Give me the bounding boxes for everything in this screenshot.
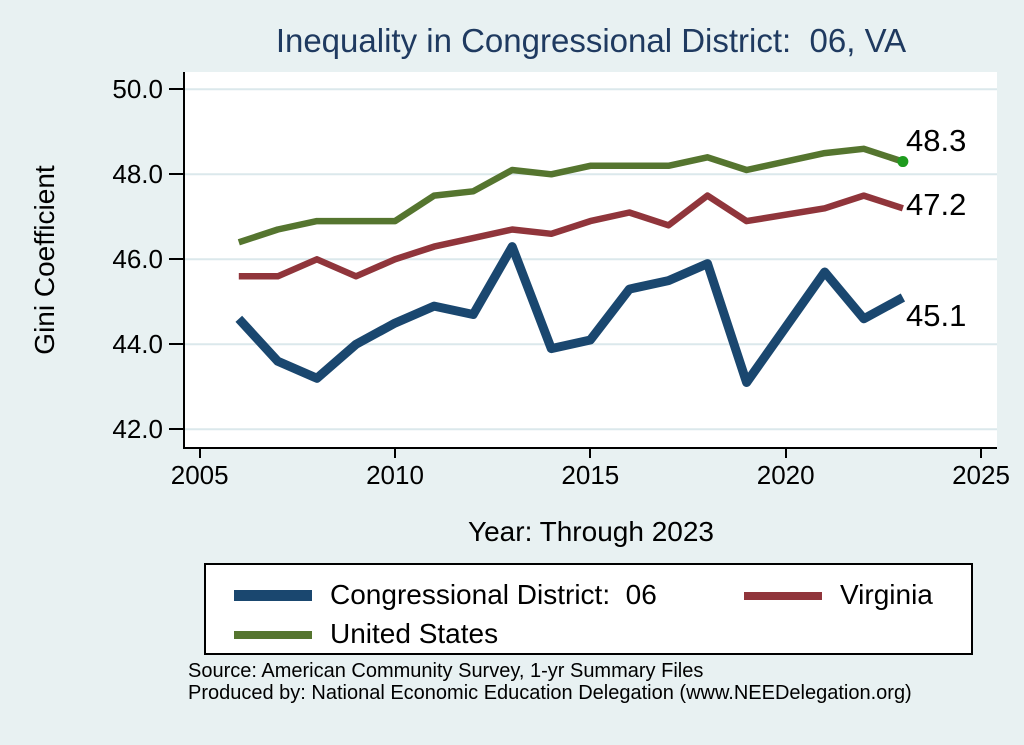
legend-swatch-united-states (234, 631, 312, 639)
legend-swatch-district (234, 590, 312, 601)
series-end-value-label: 45.1 (906, 297, 967, 333)
plot-area (183, 72, 997, 449)
x-tick-label: 2010 (366, 460, 424, 490)
x-axis-title: Year: Through 2023 (468, 516, 714, 547)
y-tick-mark (169, 173, 183, 176)
legend-swatch-virginia (744, 592, 822, 600)
y-tick-label: 48.0 (112, 159, 163, 190)
legend-label-united-states: United States (330, 618, 499, 649)
series-line-2 (238, 192, 904, 280)
series-line-3 (237, 145, 904, 246)
y-tick-mark (169, 258, 183, 261)
y-tick-label: 44.0 (112, 329, 163, 360)
x-tick-label: 2020 (756, 460, 815, 490)
x-tick-label: 2025 (952, 460, 1010, 490)
y-tick-label: 42.0 (112, 414, 163, 445)
series-end-value-label: 47.2 (906, 187, 967, 223)
x-tick-mark (198, 449, 201, 458)
y-tick-mark (169, 428, 183, 431)
line-chart-canvas (185, 88, 997, 431)
y-tick-mark (169, 88, 183, 91)
x-tick-mark (589, 449, 592, 458)
x-tick-mark (784, 449, 787, 458)
produced-by-line: Produced by: National Economic Education… (188, 682, 912, 704)
x-tick-mark (980, 449, 982, 458)
y-tick-label: 46.0 (112, 244, 163, 275)
x-tick-label: 2015 (561, 460, 620, 490)
chart-title: Inequality in Congressional District: 06… (275, 22, 907, 59)
legend-label-virginia: Virginia (840, 579, 933, 610)
source-line: Source: American Community Survey, 1-yr … (188, 660, 704, 682)
y-tick-label: 50.0 (112, 74, 163, 105)
legend: Congressional District: 06 Virginia Unit… (204, 563, 973, 655)
legend-label-district: Congressional District: 06 (330, 579, 657, 610)
x-tick-label: 2005 (170, 460, 229, 490)
y-tick-mark (169, 343, 183, 346)
x-tick-mark (394, 449, 397, 458)
series-end-value-label: 48.3 (906, 122, 967, 158)
series-line-1 (235, 242, 906, 387)
series-end-dot (897, 156, 909, 168)
source-note: Source: American Community Survey, 1-yr … (188, 660, 912, 704)
